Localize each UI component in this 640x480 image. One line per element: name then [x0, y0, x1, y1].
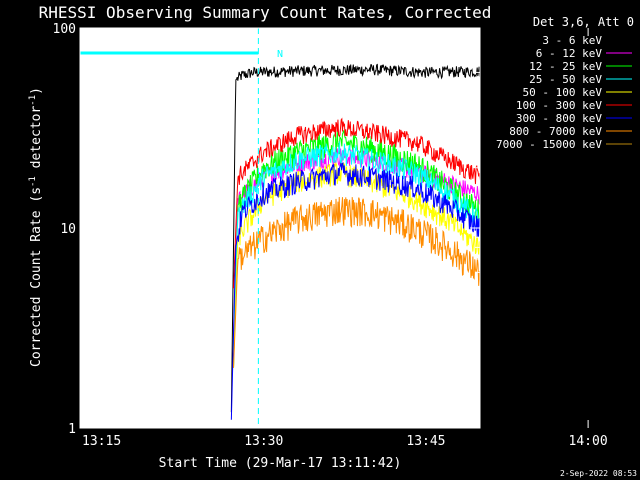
legend-title: Det 3,6, Att 0 [533, 15, 634, 29]
series-0-segment-0 [230, 63, 480, 413]
series-3-segment-0 [233, 141, 480, 368]
legend-entry-label-1: 6 - 12 keV [536, 47, 603, 60]
x-tick-label-0: 13:15 [82, 434, 121, 449]
legend-entry-label-7: 800 - 7000 keV [509, 125, 602, 138]
y-axis-label-main: Corrected Count Rate (s [29, 187, 44, 367]
y-tick-label-0: 1 [68, 422, 76, 437]
legend-entry-label-5: 100 - 300 keV [516, 99, 602, 112]
legend-entry-label-4: 50 - 100 keV [523, 86, 603, 99]
y-tick-label-2: 100 [53, 22, 76, 37]
svg-text:Corrected Count Rate (s-1 dete: Corrected Count Rate (s-1 detector-1) [28, 87, 44, 367]
legend-entry-label-2: 12 - 25 keV [529, 60, 602, 73]
series-7-segment-0 [233, 196, 480, 368]
x-tick-label-2: 13:45 [406, 434, 445, 449]
legend-entry-label-0: 3 - 6 keV [542, 34, 602, 47]
footer-timestamp: 2-Sep-2022 08:53 [560, 469, 637, 478]
x-tick-label-1: 13:30 [244, 434, 283, 449]
legend-entry-label-3: 25 - 50 keV [529, 73, 602, 86]
chart-title: RHESSI Observing Summary Count Rates, Co… [39, 3, 492, 22]
y-axis-label: Corrected Count Rate (s-1 detector-1) [28, 87, 44, 367]
legend-entry-label-6: 300 - 800 keV [516, 112, 602, 125]
legend-entry-label-8: 7000 - 15000 keV [496, 138, 602, 151]
series-5-segment-0 [233, 117, 480, 289]
y-axis-label-mid: detector [29, 106, 44, 177]
series-6-segment-0 [230, 161, 480, 420]
y-axis-label-sup2: -1 [28, 95, 38, 106]
y-axis-label-end: ) [29, 87, 44, 95]
x-tick-label-3: 14:00 [569, 434, 608, 449]
indicator-bar-label-0: N [277, 49, 283, 60]
y-tick-label-1: 10 [60, 222, 76, 237]
x-axis-label: Start Time (29-Mar-17 13:11:42) [159, 456, 402, 471]
y-axis-label-sup1: -1 [28, 176, 38, 187]
